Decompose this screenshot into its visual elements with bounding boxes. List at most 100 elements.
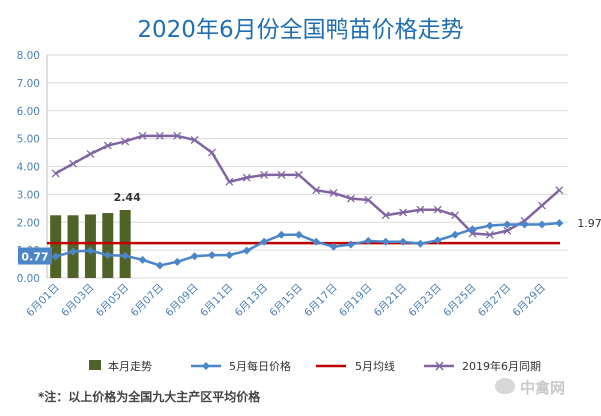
legend-2019-marker (435, 361, 444, 371)
x-tick-label: 6月23日 (406, 282, 444, 320)
line-may-point (225, 251, 234, 260)
marker-stroke (329, 189, 338, 197)
line-may-point (364, 236, 373, 245)
line-2019-point (173, 131, 182, 140)
marker-stroke (121, 137, 130, 146)
marker-stroke (225, 177, 234, 186)
line-2019-point (155, 131, 164, 140)
line-2019-point (190, 136, 199, 144)
y-tick-label: 5.00 (17, 134, 40, 146)
line-may-point (381, 237, 390, 246)
marker-stroke (433, 205, 442, 214)
line-2019-point (277, 170, 286, 179)
x-tick-label: 6月03日 (59, 282, 97, 320)
data-labels: 2.44 0.77 1.97 (18, 191, 601, 265)
line-2019-point (69, 159, 78, 168)
line-2019-point (86, 149, 95, 158)
line-2019-point (225, 177, 234, 186)
line-may-point (260, 237, 269, 246)
bar (67, 215, 79, 278)
marker-stroke (399, 208, 407, 217)
x-tick-label: 6月11日 (198, 282, 236, 320)
watermark-text: 中禽网 (520, 379, 566, 397)
line-may-point (242, 246, 251, 255)
marker-stroke (364, 195, 373, 204)
line-2019 (55, 134, 561, 237)
line-may-point (190, 252, 199, 261)
line-may-point (207, 251, 216, 260)
legend-bar-label: 本月走势 (108, 359, 152, 373)
wechat-icon (495, 378, 515, 394)
line-2019-point (260, 170, 269, 179)
marker-stroke (155, 131, 164, 140)
line-may-point (86, 246, 95, 255)
line-may-point (555, 219, 564, 228)
x-tick-label: 6月25日 (441, 282, 479, 320)
line-may-point (503, 220, 512, 229)
grid-layer (46, 54, 568, 279)
marker-stroke (260, 170, 269, 179)
y-tick-label: 8.00 (17, 50, 40, 62)
line-may-point (537, 220, 546, 229)
line-2019-point (555, 186, 564, 195)
marker-stroke (103, 141, 112, 150)
line-may-point (468, 225, 477, 234)
line-may-point (173, 257, 182, 266)
bar (102, 213, 114, 278)
line-may-point (277, 230, 286, 239)
line-may-point (329, 242, 338, 251)
line-2019-point (242, 173, 251, 182)
line-may-point (121, 251, 130, 260)
marker-stroke (294, 170, 303, 179)
bar-value-label: 2.44 (114, 191, 141, 204)
line-2019-point (346, 194, 355, 203)
first-point-label: 0.77 (21, 251, 48, 264)
y-tick-label: 2.00 (17, 217, 40, 229)
line-may-point (399, 237, 408, 246)
line-2019-point (537, 201, 546, 210)
x-tick-label: 6月09日 (163, 282, 201, 320)
marker-stroke (416, 205, 425, 214)
line-2019-point (433, 205, 442, 214)
line-may-point (155, 261, 164, 270)
line-2019-point (312, 186, 321, 195)
line-2019-point (451, 211, 460, 220)
x-tick-label: 6月05日 (94, 282, 132, 320)
marker-stroke (277, 170, 286, 179)
marker-stroke (503, 226, 512, 235)
legend-bar-swatch (89, 360, 101, 370)
line-may-point (433, 236, 442, 245)
line-2019-point (51, 169, 60, 178)
line-may-point (103, 251, 112, 260)
first-point-label-box (18, 247, 52, 265)
line-may-point (138, 255, 147, 264)
marker-stroke (346, 194, 355, 203)
line-2019-point (364, 195, 373, 204)
y-tick-label: 4.00 (17, 162, 40, 174)
marker-stroke (86, 149, 95, 158)
legend: 本月走势 5月每日价格 5月均线 2019年6月同期 (89, 359, 541, 373)
line-may-point (51, 252, 60, 261)
x-tick-label: 6月01日 (24, 282, 62, 320)
line-2019-point (103, 141, 112, 150)
line-2019-point (416, 205, 425, 214)
chart-title: 2020年6月份全国鸭苗价格走势 (137, 17, 464, 43)
bar (84, 214, 96, 278)
marker-stroke (173, 131, 182, 140)
y-tick-label: 6.00 (17, 106, 40, 118)
marker-stroke (537, 201, 546, 210)
y-tick-label: 3.00 (17, 189, 40, 201)
line-may-series (51, 219, 564, 270)
x-tick-label: 6月29日 (511, 282, 549, 320)
x-tick-label: 6月27日 (476, 282, 514, 320)
y-tick-label: 0.00 (17, 273, 40, 285)
line-may-point (294, 230, 303, 239)
marker-stroke (208, 148, 216, 157)
marker-stroke (190, 136, 199, 144)
last-point-label: 1.97 (577, 217, 601, 230)
legend-may-marker (202, 362, 210, 370)
line-may-point (69, 247, 78, 256)
bar (50, 215, 62, 278)
marker-stroke (485, 230, 494, 239)
line-may-point (346, 240, 355, 249)
